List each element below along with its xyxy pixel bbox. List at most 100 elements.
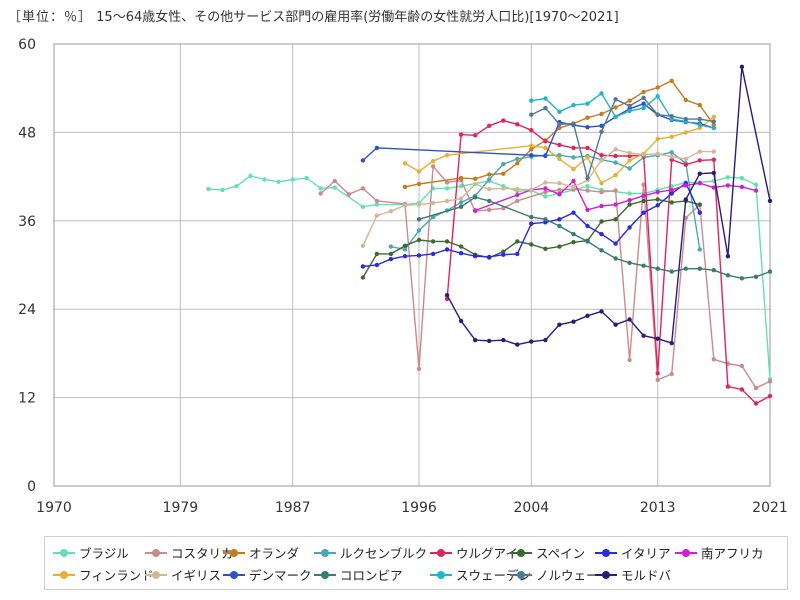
data-point xyxy=(501,161,506,167)
chart-grid xyxy=(53,43,771,487)
data-point xyxy=(557,187,562,193)
data-point xyxy=(669,150,674,155)
data-point xyxy=(234,184,239,189)
data-point xyxy=(669,371,674,377)
data-point xyxy=(473,208,478,213)
data-point xyxy=(543,194,548,199)
data-point xyxy=(641,105,646,111)
legend-swatch xyxy=(53,548,75,558)
data-point xyxy=(767,393,773,399)
data-point xyxy=(711,268,716,273)
data-point xyxy=(697,247,702,252)
legend-item: コスタリカ xyxy=(145,543,234,562)
legend-label: コスタリカ xyxy=(171,546,234,561)
data-point xyxy=(641,193,646,198)
data-point xyxy=(655,151,660,156)
data-point xyxy=(599,219,604,224)
data-point xyxy=(543,105,548,111)
data-point xyxy=(473,337,478,343)
data-point xyxy=(753,182,759,187)
data-point xyxy=(753,274,759,279)
data-point xyxy=(374,145,380,151)
data-point xyxy=(627,108,632,114)
legend-item: デンマーク xyxy=(223,565,312,584)
data-point xyxy=(641,95,646,101)
data-point xyxy=(557,322,562,327)
legend-label: ルクセンブルク xyxy=(340,546,428,561)
data-point xyxy=(753,188,759,193)
data-point xyxy=(473,195,478,200)
data-point xyxy=(655,336,660,341)
data-point xyxy=(739,363,745,369)
series-line xyxy=(390,151,701,251)
data-point xyxy=(697,266,702,271)
data-point xyxy=(529,153,534,158)
data-point xyxy=(641,152,646,157)
legend-label: イギリス xyxy=(171,568,222,583)
data-point xyxy=(599,203,604,209)
legend-label: オランダ xyxy=(249,546,300,561)
data-point xyxy=(655,136,660,142)
data-point xyxy=(669,114,674,119)
data-point xyxy=(458,244,464,249)
data-point xyxy=(627,103,632,109)
data-point xyxy=(402,254,408,259)
data-point xyxy=(529,221,534,226)
data-point xyxy=(402,247,408,252)
data-point xyxy=(332,178,337,184)
data-point xyxy=(655,377,660,383)
data-point xyxy=(473,181,478,187)
data-point xyxy=(444,180,450,185)
data-point xyxy=(669,200,674,205)
data-point xyxy=(458,200,464,205)
series-9 xyxy=(360,147,716,248)
data-point xyxy=(473,176,478,181)
data-point xyxy=(402,161,408,166)
legend-label: ノルウェー xyxy=(536,568,599,583)
data-point xyxy=(585,188,590,193)
data-point xyxy=(416,228,422,233)
data-point xyxy=(206,186,211,192)
data-point xyxy=(739,64,745,70)
data-point xyxy=(697,202,702,207)
legend-label: コロンビア xyxy=(340,568,403,583)
data-point xyxy=(585,145,590,151)
data-point xyxy=(262,177,267,182)
series-3 xyxy=(388,150,702,252)
data-point xyxy=(599,158,604,163)
series-line xyxy=(531,96,714,181)
legend-label: スペイン xyxy=(536,546,586,561)
legend-swatch xyxy=(675,548,697,558)
y-tick-label: 0 xyxy=(27,479,36,495)
chart-header: ［単位：％］ 15～64歳女性、その他サービス部門の雇用率(労働年齢の女性就労人… xyxy=(8,6,619,25)
legend-swatch xyxy=(314,548,336,558)
data-point xyxy=(599,129,604,134)
data-point xyxy=(613,241,618,246)
data-point xyxy=(669,340,674,346)
data-point xyxy=(430,164,436,169)
data-point xyxy=(725,254,731,259)
data-point xyxy=(430,158,436,164)
data-point xyxy=(346,192,351,197)
data-point xyxy=(697,149,702,154)
legend-swatch xyxy=(145,548,167,558)
data-point xyxy=(627,198,632,203)
data-point xyxy=(641,198,646,204)
data-point xyxy=(515,251,520,257)
legend-swatch xyxy=(430,570,452,580)
data-point xyxy=(641,333,646,338)
data-point xyxy=(599,91,604,96)
data-point xyxy=(641,89,646,95)
data-point xyxy=(529,242,534,247)
data-point xyxy=(571,210,576,215)
legend-label: ブラジル xyxy=(79,546,129,561)
data-point xyxy=(374,213,380,218)
legend-item: フィンランド xyxy=(53,565,154,584)
data-point xyxy=(557,122,562,127)
unit-label: ［単位：％］ xyxy=(8,10,93,25)
data-point xyxy=(515,239,520,244)
data-point xyxy=(430,251,436,257)
series-12 xyxy=(529,91,716,131)
series-7 xyxy=(473,178,759,213)
series-13 xyxy=(529,95,716,181)
